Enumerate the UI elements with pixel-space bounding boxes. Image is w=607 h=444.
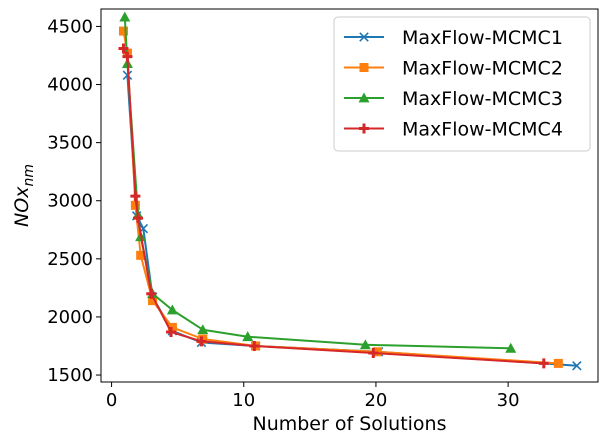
y-tick-label-0: 1500 bbox=[47, 365, 93, 386]
legend-label-3: MaxFlow-MCMC3 bbox=[402, 88, 563, 110]
data-point-series-3-8 bbox=[242, 331, 254, 342]
data-point-series-4-5 bbox=[146, 288, 157, 299]
y-tick-label-5: 4000 bbox=[47, 75, 93, 96]
data-point-series-4-6 bbox=[166, 327, 177, 338]
data-point-series-4-8 bbox=[249, 340, 260, 351]
x-tick-label-2: 20 bbox=[364, 390, 387, 411]
legend-entry-3: MaxFlow-MCMC3 bbox=[344, 88, 563, 110]
data-point-series-2-4 bbox=[136, 250, 146, 260]
legend-entry-2: MaxFlow-MCMC2 bbox=[344, 58, 563, 80]
legend-marker-3 bbox=[358, 92, 370, 103]
data-point-series-4-7 bbox=[196, 336, 207, 347]
plot-frame bbox=[100, 8, 599, 383]
legend-marker-1 bbox=[359, 32, 369, 42]
y-axis-title: NOxnm bbox=[11, 164, 37, 227]
legend-entry-4: MaxFlow-MCMC4 bbox=[344, 119, 563, 141]
series-line-4 bbox=[122, 48, 544, 365]
legend-marker-4 bbox=[359, 123, 369, 134]
x-tick-label-0: 0 bbox=[106, 390, 117, 411]
y-tick-label-4: 3500 bbox=[47, 133, 93, 154]
data-point-series-4-4 bbox=[133, 213, 144, 224]
legend-label-2: MaxFlow-MCMC2 bbox=[402, 58, 563, 80]
data-point-series-2-3 bbox=[130, 200, 140, 210]
data-point-series-3-9 bbox=[359, 339, 371, 350]
data-point-series-2-10 bbox=[553, 358, 563, 368]
y-tick-label-2: 2500 bbox=[47, 249, 93, 270]
y-axis-title-sub: nm bbox=[21, 164, 37, 187]
y-tick-label-3: 3000 bbox=[47, 191, 93, 212]
legend-box bbox=[333, 16, 591, 152]
x-tick-label-1: 10 bbox=[232, 390, 255, 411]
legend-entry-1: MaxFlow-MCMC1 bbox=[344, 27, 563, 49]
legend-marker-2 bbox=[359, 63, 369, 72]
x-axis-title: Number of Solutions bbox=[252, 413, 446, 435]
y-axis-title-base: NOx bbox=[11, 186, 33, 227]
data-point-series-4-1 bbox=[118, 43, 129, 54]
data-point-series-3-1 bbox=[119, 11, 131, 22]
data-point-series-2-5 bbox=[148, 296, 158, 306]
data-point-series-3-6 bbox=[166, 304, 178, 315]
y-tick-label-1: 2000 bbox=[47, 307, 93, 328]
data-point-series-1-9 bbox=[572, 360, 582, 371]
x-tick-label-3: 30 bbox=[497, 390, 520, 411]
legend-label-4: MaxFlow-MCMC4 bbox=[402, 119, 563, 141]
data-point-series-2-1 bbox=[118, 26, 128, 36]
data-point-series-4-3 bbox=[130, 191, 141, 202]
series-4 bbox=[118, 43, 549, 369]
data-point-series-4-2 bbox=[122, 51, 133, 62]
y-tick-label-6: 4500 bbox=[47, 16, 93, 37]
legend-label-1: MaxFlow-MCMC1 bbox=[402, 27, 563, 49]
data-point-series-3-10 bbox=[505, 342, 517, 353]
data-point-series-4-10 bbox=[538, 358, 549, 369]
data-point-series-3-7 bbox=[197, 324, 209, 335]
data-point-series-4-9 bbox=[368, 347, 379, 358]
